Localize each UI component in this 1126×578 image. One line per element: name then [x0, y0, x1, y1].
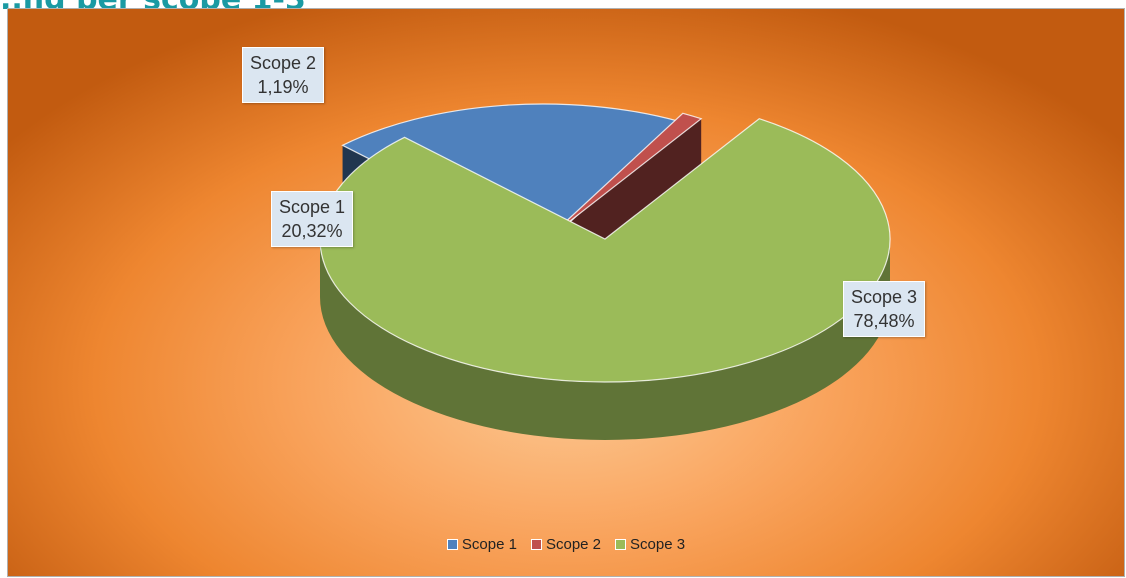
chart-heading: ..ng per scope 1-3	[0, 0, 306, 10]
pie-chart	[319, 103, 891, 440]
data-label-scope-2-name: Scope 2	[250, 53, 317, 73]
data-label-scope-3-value: 78,48%	[853, 311, 915, 331]
data-label-scope-1: Scope 1 20,32%	[271, 191, 354, 247]
legend-swatch-scope-2	[530, 539, 542, 550]
data-label-scope-1-name: Scope 1	[279, 197, 346, 217]
data-label-scope-3: Scope 3 78,48%	[843, 281, 926, 337]
slice-scope-1	[341, 103, 681, 248]
legend-item-scope-3[interactable]: Scope 3	[615, 536, 685, 553]
legend-item-scope-2[interactable]: Scope 2	[530, 536, 602, 553]
chart-legend: Scope 1 Scope 2 Scope 3	[8, 536, 1124, 553]
legend-label-scope-2: Scope 2	[545, 536, 602, 553]
legend-item-scope-1[interactable]: Scope 1	[446, 536, 517, 553]
chart-area: Scope 2 1,19% Scope 1 20,32% Scope 3 78,…	[7, 8, 1125, 577]
pie-tops	[319, 103, 891, 383]
data-label-scope-1-value: 20,32%	[281, 221, 343, 241]
data-label-scope-3-name: Scope 3	[851, 287, 918, 307]
data-label-scope-2-value: 1,19%	[257, 77, 309, 97]
legend-label-scope-3: Scope 3	[630, 536, 686, 553]
data-label-scope-2: Scope 2 1,19%	[242, 47, 325, 103]
slice-scope-2	[546, 112, 703, 240]
legend-swatch-scope-1	[446, 539, 458, 550]
slice-rim-scope-3-1	[320, 239, 890, 440]
legend-label-scope-1: Scope 1	[461, 536, 517, 553]
legend-swatch-scope-3	[615, 539, 627, 550]
